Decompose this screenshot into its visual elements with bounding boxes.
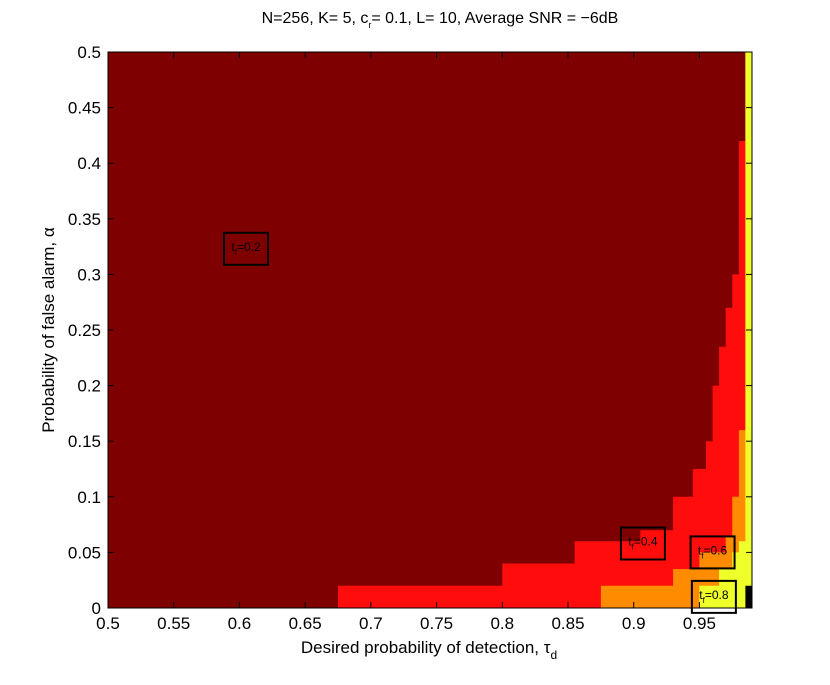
x-tick-label: 0.9 — [622, 614, 646, 633]
y-tick-label: 0.5 — [77, 43, 101, 62]
y-axis-label: Probability of false alarm, α — [39, 227, 58, 433]
x-tick-label: 0.55 — [157, 614, 190, 633]
annotations: tf=0.2 tf=0.4 tf=0.6 tf=0.8 — [223, 231, 737, 614]
x-tick-label: 0.8 — [490, 614, 514, 633]
x-tick-label: 0.95 — [683, 614, 716, 633]
contour-label: tf=0.8 — [690, 579, 737, 614]
axis-ticks: 0.5 0.55 0.6 0.65 0.7 0.75 0.8 0.85 0.9 0.95 0 0.05… — [68, 43, 752, 633]
contour-label: tf=0.4 — [619, 526, 666, 561]
x-tick-label: 0.7 — [359, 614, 383, 633]
chart-title: N=256, K= 5, cr= 0.1, L= 10, Average SNR… — [262, 10, 619, 30]
x-tick-label: 0.75 — [420, 614, 453, 633]
contour-label-box — [689, 535, 736, 570]
contour-label-box — [223, 231, 269, 266]
contour-label: tf=0.6 — [689, 535, 736, 570]
y-tick-label: 0.35 — [68, 210, 101, 229]
contour-label-text: tf=0.2 — [231, 240, 261, 257]
contour-label-text: tf=0.8 — [699, 588, 729, 605]
y-tick-label: 0 — [92, 599, 101, 618]
contour-label-text: tf=0.4 — [628, 535, 658, 552]
x-tick-label: 0.85 — [551, 614, 584, 633]
y-tick-label: 0.1 — [77, 488, 101, 507]
contour-label-box — [690, 579, 737, 614]
x-axis-label: Desired probability of detection, τd — [301, 638, 557, 662]
contour-label-text: tf=0.6 — [698, 543, 728, 560]
contour-label: tf=0.2 — [223, 231, 269, 266]
x-tick-label: 0.65 — [289, 614, 322, 633]
y-tick-label: 0.15 — [68, 432, 101, 451]
x-tick-label: 0.6 — [228, 614, 252, 633]
y-tick-label: 0.2 — [77, 377, 101, 396]
contour-label-box — [619, 526, 666, 561]
region-t-0.2 — [108, 52, 752, 608]
y-tick-label: 0.05 — [68, 543, 101, 562]
x-tick-label: 0.5 — [96, 614, 120, 633]
y-tick-label: 0.25 — [68, 321, 101, 340]
y-tick-label: 0.4 — [77, 154, 101, 173]
y-tick-label: 0.3 — [77, 265, 101, 284]
y-tick-label: 0.45 — [68, 99, 101, 118]
plot-regions — [108, 52, 752, 608]
